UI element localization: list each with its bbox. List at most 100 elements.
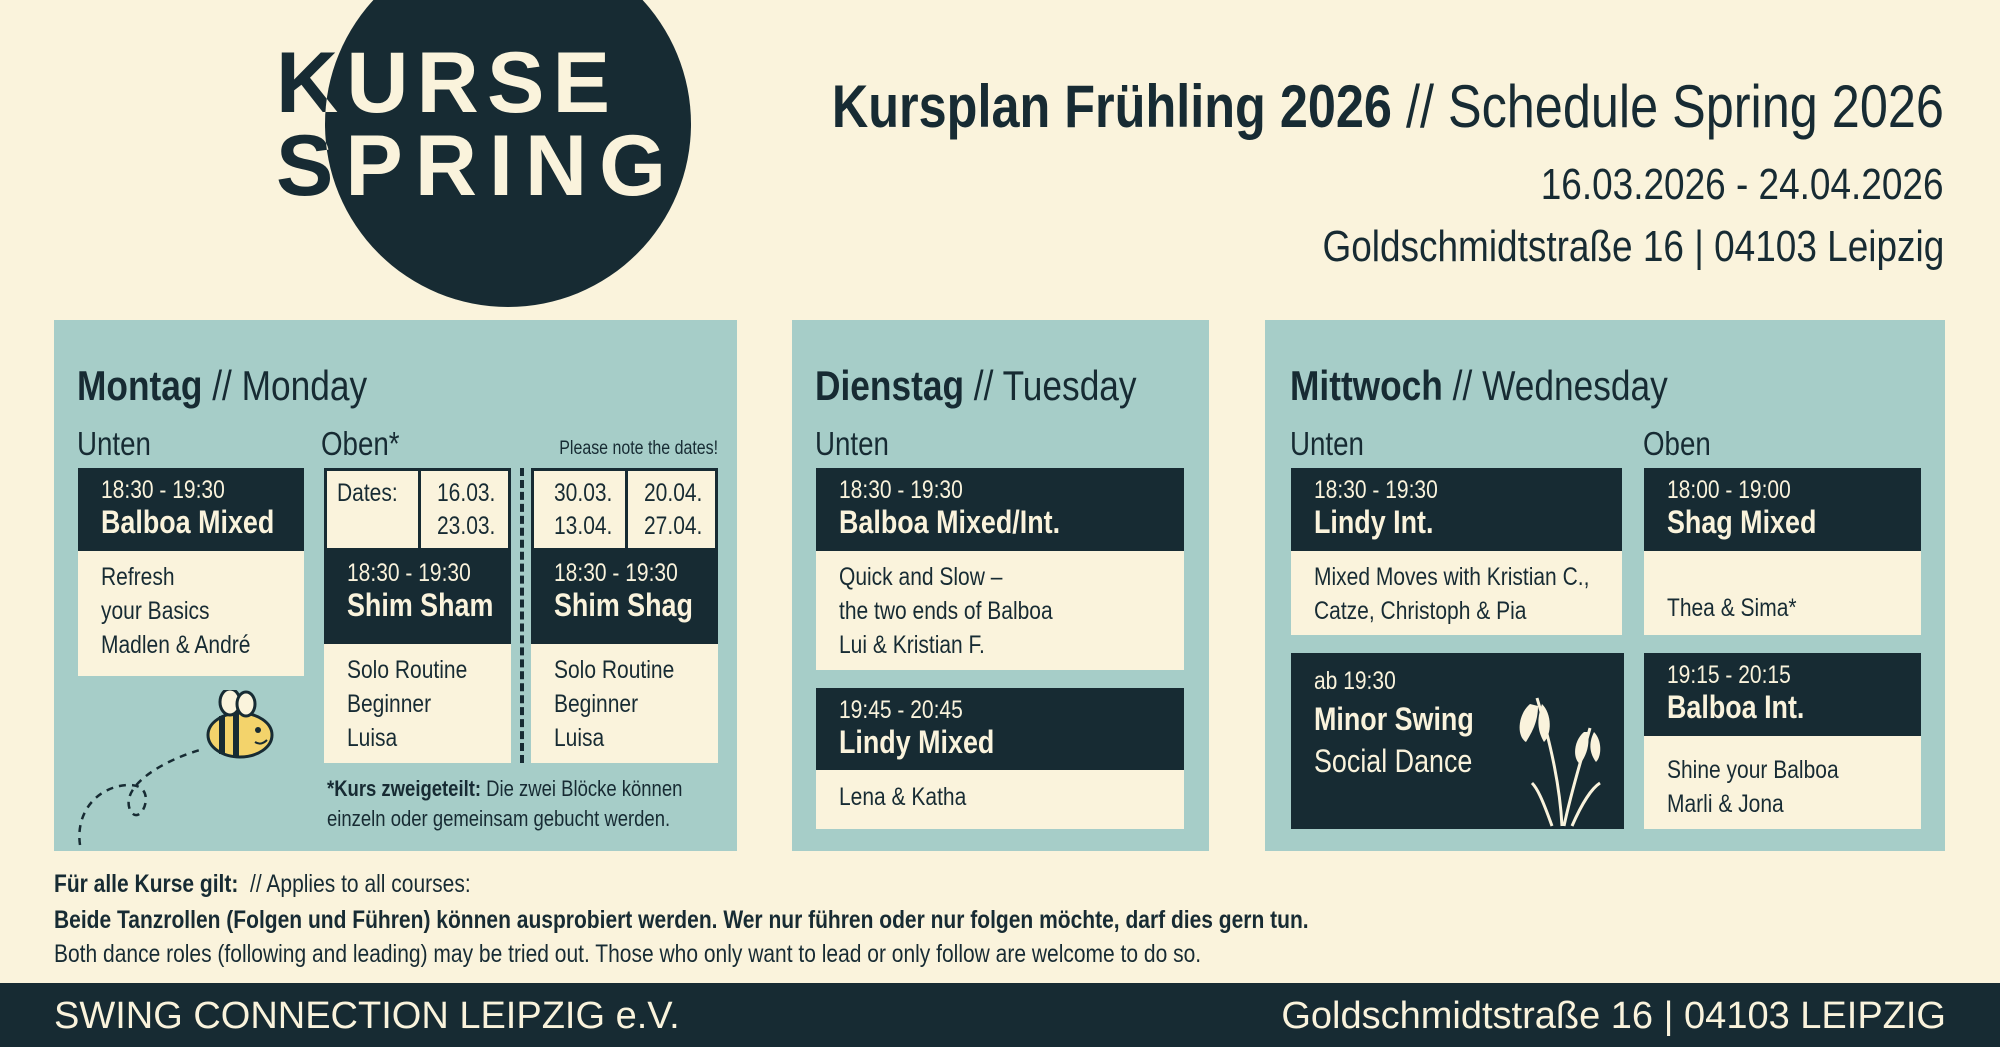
course-line: Luisa (347, 724, 398, 752)
dates-box: Dates: 16.03. 23.03. (324, 468, 511, 551)
dates-box: 30.03. 13.04. 20.04. 27.04. (531, 468, 718, 551)
footnote: einzeln oder gemeinsam gebucht werden. (327, 806, 671, 831)
logo-line: KURSE (276, 35, 610, 131)
notes-intro-text: // Applies to all courses: (250, 870, 471, 898)
day-heading: Montag // Monday (77, 362, 367, 410)
course-header: 18:30 - 19:30 Shim Shag (531, 551, 718, 644)
title-bold: Kursplan Frühling 2026 (831, 73, 1393, 140)
course-body: Refresh your Basics Madlen & André (78, 551, 304, 676)
course-title: Shag Mixed (1667, 504, 1817, 540)
date: 23.03. (437, 512, 496, 540)
course-line: the two ends of Balboa (839, 597, 1053, 625)
logo-circle (325, 0, 691, 307)
course-body: Solo Routine Beginner Luisa (531, 644, 718, 763)
date: 13.04. (554, 512, 613, 540)
room-label: Oben (1643, 425, 1711, 462)
course-time: 18:00 - 19:00 (1667, 476, 1791, 504)
course-body: Lena & Katha (816, 770, 1184, 829)
course-time: 18:30 - 19:30 (1314, 476, 1438, 504)
room-label: Oben* (321, 425, 400, 462)
course-title: Lindy Mixed (839, 724, 995, 760)
course-line: Refresh (101, 563, 175, 591)
snowdrop (1519, 697, 1601, 827)
room-label: Unten (77, 425, 151, 462)
dates-divider (625, 471, 628, 548)
course-line: Solo Routine (347, 656, 468, 684)
course-header: 19:45 - 20:45 Lindy Mixed (816, 688, 1184, 770)
footer: SWING CONNECTION LEIPZIG e.V. Goldschmid… (0, 983, 2000, 1047)
course-time: 18:30 - 19:30 (839, 476, 963, 504)
dates-divider (418, 471, 421, 548)
course-line: Madlen & André (101, 631, 251, 659)
day-name: Dienstag (815, 362, 964, 409)
course-line: Thea & Sima* (1667, 594, 1797, 622)
room-label: Unten (1290, 425, 1364, 462)
notes-intro-bold: Für alle Kurse gilt: (54, 870, 239, 898)
course-line: Social Dance (1314, 743, 1473, 779)
footnote: *Kurs zweigeteilt: Die zwei Blöcke könne… (327, 776, 682, 802)
course-header: 18:30 - 19:30 Shim Sham (324, 551, 511, 644)
notes-intro: Für alle Kurse gilt: // Applies to all c… (54, 870, 471, 899)
logo-line-overlay: SPRING (276, 118, 666, 214)
course-time: 18:30 - 19:30 (347, 559, 471, 587)
day-name-en: // Wednesday (1452, 362, 1668, 409)
day-heading: Dienstag // Tuesday (815, 362, 1137, 410)
course-body: Shine your Balboa Marli & Jona (1644, 736, 1921, 829)
room-label: Unten (815, 425, 889, 462)
course-line: Quick and Slow – (839, 563, 1003, 591)
day-name: Montag (77, 362, 203, 409)
course-header: 18:30 - 19:30 Balboa Mixed (78, 468, 304, 551)
date: 30.03. (554, 479, 613, 507)
day-name-en: // Monday (212, 362, 368, 409)
course-body: Mixed Moves with Kristian C., Catze, Chri… (1291, 551, 1622, 635)
course-title: Minor Swing (1314, 701, 1474, 737)
course-time: 18:30 - 19:30 (101, 476, 225, 504)
date: 20.04. (644, 479, 703, 507)
course-title: Shim Shag (554, 587, 693, 623)
course-body: Solo Routine Beginner Luisa (324, 644, 511, 763)
course-title: Balboa Int. (1667, 689, 1805, 725)
course-line: Beginner (347, 690, 432, 718)
course-line: Marli & Jona (1667, 790, 1784, 818)
course-line: Luisa (554, 724, 605, 752)
notes-en: Both dance roles (following and leading)… (54, 940, 1202, 968)
course-time: ab 19:30 (1314, 667, 1396, 695)
course-time: 19:45 - 20:45 (839, 696, 963, 724)
footnote-bold: *Kurs zweigeteilt: (327, 776, 482, 801)
day-heading: Mittwoch // Wednesday (1290, 362, 1668, 410)
course-header: 18:00 - 19:00 Shag Mixed (1644, 468, 1921, 551)
course-title: Balboa Mixed/Int. (839, 504, 1061, 540)
course-header: 19:15 - 20:15 Balboa Int. (1644, 653, 1921, 736)
footer-right: Goldschmidtstraße 16 | 04103 LEIPZIG (1281, 995, 1946, 1037)
course-time: 18:30 - 19:30 (554, 559, 678, 587)
notes-de: Beide Tanzrollen (Folgen und Führen) kön… (54, 906, 1309, 934)
day-name: Mittwoch (1290, 362, 1443, 409)
course-line: Mixed Moves with Kristian C., (1314, 563, 1590, 591)
footer-left: SWING CONNECTION LEIPZIG e.V. (54, 995, 680, 1037)
logo-line-overlay: KURSE (276, 35, 610, 131)
course-line: Beginner (554, 690, 639, 718)
course-line: Lui & Kristian F. (839, 631, 985, 659)
address: Goldschmidtstraße 16 | 04103 Leipzig (1322, 222, 1944, 271)
title: Kursplan Frühling 2026 // Schedule Sprin… (832, 72, 1944, 141)
logo: KURSE SPRING KURSE SPRING (276, 0, 691, 307)
date: 16.03. (437, 479, 496, 507)
course-header: ab 19:30 Minor Swing Social Dance (1291, 653, 1624, 829)
divider (520, 468, 524, 763)
course-header: 18:30 - 19:30 Balboa Mixed/Int. (816, 468, 1184, 551)
day-name-en: // Tuesday (973, 362, 1137, 409)
course-time: 19:15 - 20:15 (1667, 661, 1791, 689)
date: 27.04. (644, 512, 703, 540)
bee (78, 690, 274, 846)
course-body: Thea & Sima* (1644, 551, 1921, 635)
course-line: your Basics (101, 597, 210, 625)
course-body: Quick and Slow – the two ends of Balboa Lu… (816, 551, 1184, 670)
course-title: Shim Sham (347, 587, 494, 623)
course-line: Solo Routine (554, 656, 675, 684)
dates-label: Dates: (337, 479, 398, 507)
dates: 16.03.2026 - 24.04.2026 (1541, 160, 1944, 209)
course-header: 18:30 - 19:30 Lindy Int. (1291, 468, 1622, 551)
course-title: Balboa Mixed (101, 504, 275, 540)
note: Please note the dates! (559, 438, 718, 459)
